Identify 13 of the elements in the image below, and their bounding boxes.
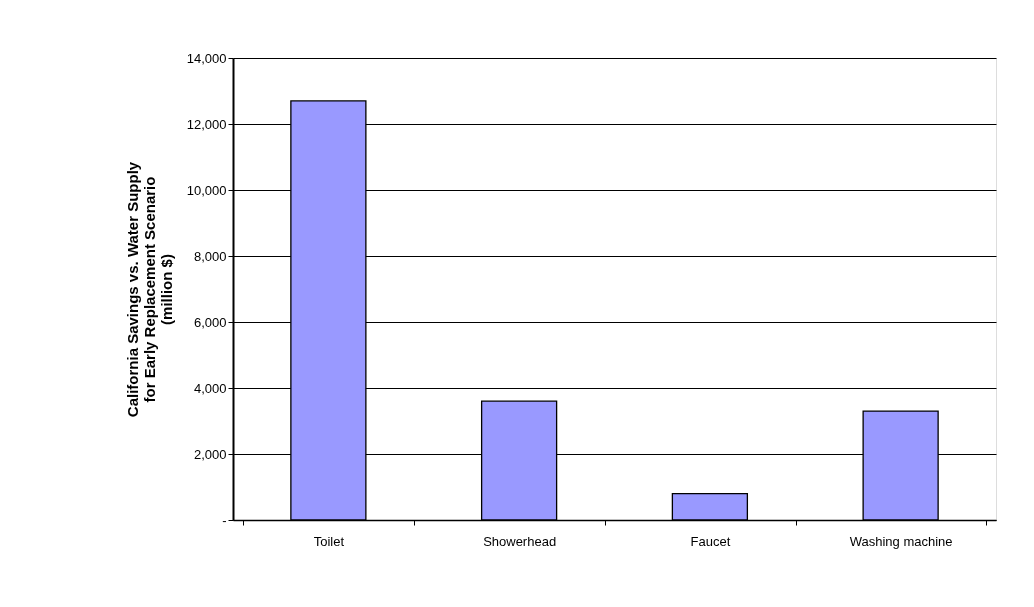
x-tick-label: Toilet xyxy=(313,533,345,549)
y-tick-label: 14,000 xyxy=(186,50,227,66)
y-tick-label: 10,000 xyxy=(186,182,227,198)
y-tick-label: 6,000 xyxy=(193,314,227,330)
y-tick-label: 8,000 xyxy=(193,248,227,264)
x-tick-label: Faucet xyxy=(690,533,731,549)
y-tick-label: 12,000 xyxy=(186,116,227,132)
y-tick-label: 4,000 xyxy=(193,380,227,396)
y-tick-label: 2,000 xyxy=(193,446,227,462)
y-tick-label: - xyxy=(222,512,227,528)
x-tick-label: Washing machine xyxy=(849,533,953,549)
y-axis-title: California Savings vs. Water Supply for Early Replacement Scenario (million $) xyxy=(123,161,175,418)
x-tick-label: Showerhead xyxy=(483,533,557,549)
